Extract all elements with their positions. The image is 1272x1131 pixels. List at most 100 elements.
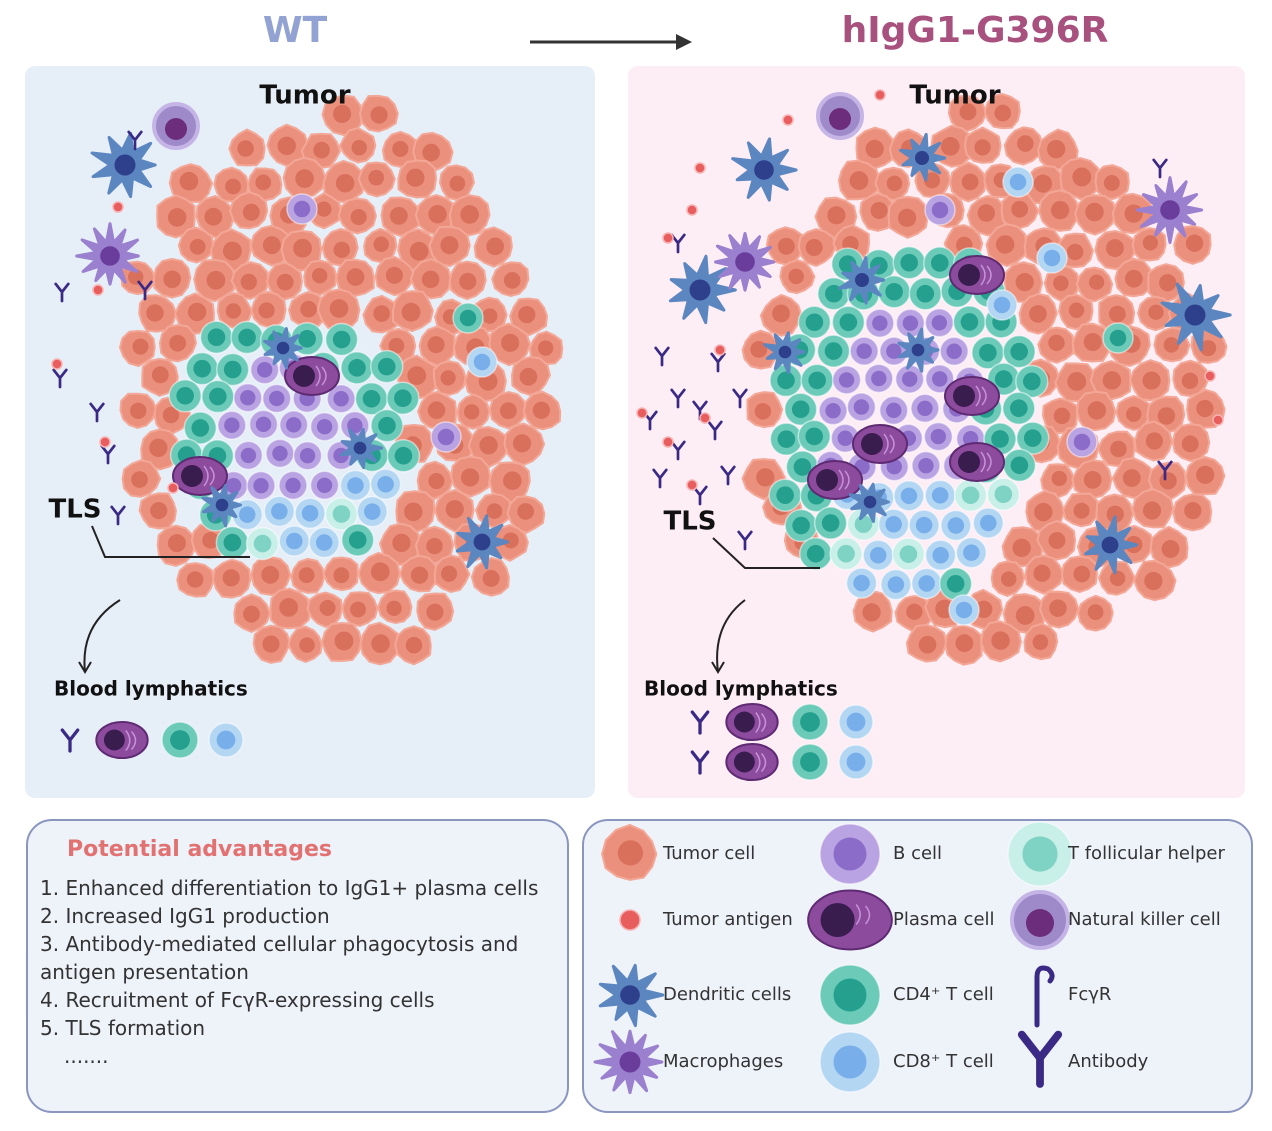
nucleus: [407, 366, 427, 385]
nucleus: [277, 136, 296, 156]
nucleus: [486, 237, 504, 256]
nucleus: [348, 531, 367, 549]
nucleus: [955, 601, 973, 619]
nucleus: [800, 712, 820, 732]
nucleus: [517, 503, 535, 520]
nucleus: [854, 515, 873, 533]
nucleus: [1048, 334, 1065, 352]
antibody: [720, 465, 736, 486]
nucleus: [240, 447, 257, 464]
antibody: [690, 750, 710, 775]
nucleus: [897, 208, 917, 228]
nucleus: [846, 752, 866, 772]
nucleus: [1181, 372, 1199, 390]
er: [755, 712, 767, 733]
nucleus: [1109, 329, 1127, 347]
nucleus: [953, 385, 975, 407]
nucleus: [316, 477, 333, 493]
nucleus: [191, 419, 210, 437]
nucleus: [772, 304, 790, 323]
nucleus: [189, 238, 206, 255]
nucleus: [915, 516, 933, 534]
nucleus: [240, 389, 256, 406]
nucleus: [460, 205, 479, 224]
nucleus: [931, 487, 949, 504]
nucleus: [974, 139, 991, 156]
nucleus: [1026, 909, 1054, 937]
blood-label: Blood lymphatics: [644, 677, 838, 701]
tls-label: TLS: [48, 495, 101, 525]
nucleus: [1010, 342, 1028, 361]
flow-arrow-head: [78, 661, 92, 674]
er: [203, 465, 215, 487]
nucleus: [821, 514, 840, 532]
nucleus: [839, 313, 858, 332]
nucleus: [979, 343, 997, 362]
nucleus: [279, 597, 299, 617]
nucleus: [237, 140, 254, 157]
antibody: [737, 530, 753, 551]
antibody: [1152, 158, 1168, 179]
nucleus: [863, 495, 877, 509]
nucleus: [1022, 836, 1058, 872]
nucleus: [870, 201, 888, 220]
nucleus: [1144, 571, 1163, 591]
nucleus: [1047, 139, 1066, 159]
nucleus: [459, 309, 477, 327]
nucleus: [1073, 433, 1091, 451]
advantage-item: 2. Increased IgG1 production: [40, 904, 330, 928]
flow-arrow: [83, 599, 121, 673]
nucleus: [162, 406, 180, 424]
nucleus: [371, 634, 390, 653]
legend-label: Antibody: [1068, 1051, 1149, 1072]
legend-label: CD8⁺ T cell: [893, 1051, 994, 1072]
nucleus: [806, 544, 825, 563]
nucleus: [216, 730, 236, 750]
tumor-antigen: [1204, 370, 1216, 382]
nucleus: [377, 357, 396, 376]
tumor-antigen: [686, 204, 698, 216]
nucleus: [1145, 432, 1163, 450]
nucleus: [1053, 407, 1071, 425]
nucleus: [932, 371, 948, 387]
tumor-antigen: [167, 482, 179, 494]
er: [838, 469, 850, 491]
antibody: [100, 444, 116, 465]
nucleus: [1033, 564, 1051, 582]
nucleus: [299, 448, 316, 464]
nucleus: [918, 575, 935, 592]
nucleus: [378, 416, 396, 435]
nucleus: [207, 328, 226, 347]
antibody: [690, 710, 710, 735]
nucleus: [805, 427, 824, 446]
nucleus: [1142, 501, 1162, 520]
nucleus: [825, 284, 843, 303]
nucleus: [238, 328, 256, 347]
nucleus: [428, 204, 447, 224]
nucleus: [1017, 135, 1034, 152]
nucleus: [276, 273, 294, 291]
nucleus: [899, 545, 918, 563]
nucleus: [960, 313, 979, 331]
antibody: [54, 282, 70, 303]
er: [883, 433, 895, 455]
nucleus: [980, 514, 997, 532]
nucleus: [238, 506, 256, 523]
antibody: [670, 233, 686, 254]
nucleus: [1009, 173, 1027, 191]
nucleus: [619, 1051, 641, 1073]
tumor-antigen: [782, 114, 794, 126]
nucleus: [100, 246, 120, 266]
tumor-antigen: [694, 162, 706, 174]
nucleus: [1048, 532, 1066, 550]
nucleus: [293, 365, 315, 387]
nucleus: [242, 203, 260, 221]
nucleus: [915, 151, 929, 165]
nucleus: [855, 273, 869, 287]
nucleus: [993, 296, 1011, 314]
tumor-antigen: [714, 344, 726, 356]
legend-label: T follicular helper: [1067, 843, 1226, 864]
nucleus: [900, 253, 918, 272]
nucleus: [1015, 606, 1035, 625]
nucleus: [872, 315, 888, 331]
